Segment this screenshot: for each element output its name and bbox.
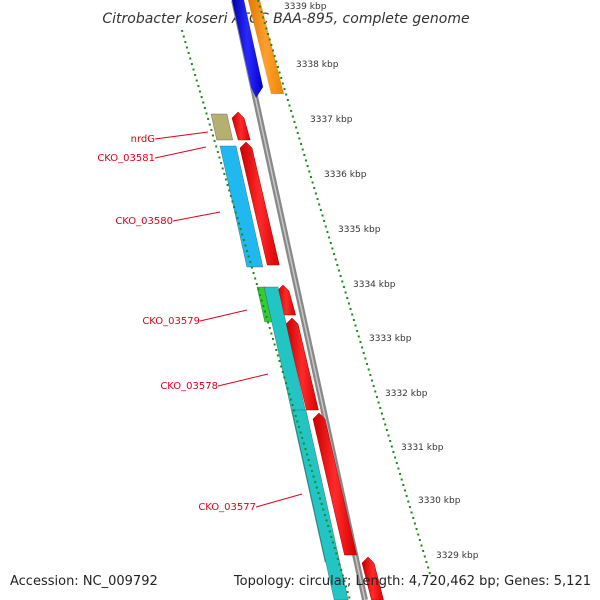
gene-layer: nrdG CKO_03581 CKO_03580 CKO_03579 CKO_03578…: [97, 113, 349, 600]
tick-label-3329: 3329 kbp: [436, 551, 479, 561]
tick-label-3337: 3337 kbp: [310, 115, 353, 125]
gene-label-CKO_03580: CKO_03580: [115, 216, 173, 227]
gene-label-CKO_03581: CKO_03581: [97, 153, 155, 164]
feature-blue: [232, 0, 263, 98]
gene-leader-line: [172, 211, 221, 222]
gene-CKO_03580: [219, 145, 264, 268]
tick-layer: 3339 kbp 3338 kbp 3337 kbp 3336 kbp 3335 kbp…: [181, 0, 479, 599]
cds-feature: [239, 141, 280, 266]
tick-label-3332: 3332 kbp: [385, 389, 428, 399]
map-title: Citrobacter koseri ATCC BAA-895, complet…: [102, 11, 469, 27]
tick-label-3338: 3338 kbp: [296, 60, 339, 70]
tick-label-3339: 3339 kbp: [284, 2, 327, 12]
title-layer: Citrobacter koseri ATCC BAA-895, complet…: [102, 11, 469, 27]
tick-label-3330: 3330 kbp: [418, 496, 461, 506]
tick-label-3333: 3333 kbp: [369, 334, 412, 344]
gene-leader-line: [154, 146, 207, 159]
gene-label-CKO_03577: CKO_03577: [198, 502, 256, 513]
cds-feature: [231, 111, 251, 141]
accession-text: Accession: NC_009792: [10, 574, 158, 589]
gene-leader-line: [255, 493, 303, 508]
cds-track: [231, 111, 384, 600]
gene-label-CKO_03578: CKO_03578: [160, 381, 218, 392]
gene-leader-line: [217, 373, 269, 387]
tick-label-3334: 3334 kbp: [353, 280, 396, 290]
cds-feature: [312, 412, 357, 556]
gene-label-CKO_03579: CKO_03579: [142, 316, 200, 327]
genome-summary-text: Topology: circular; Length: 4,720,462 bp…: [233, 574, 591, 589]
gene-leader-line: [199, 309, 248, 322]
gene-leader-line: [154, 131, 209, 140]
cds-feature: [361, 556, 384, 600]
gene-label-nrdG: nrdG: [131, 134, 155, 145]
gene-nrdG: [210, 113, 233, 141]
tick-label-3331: 3331 kbp: [401, 443, 444, 453]
cds-feature: [285, 317, 319, 411]
tick-label-3336: 3336 kbp: [324, 170, 367, 180]
gene-CKO_03577: [291, 409, 349, 600]
feature-orange: [248, 0, 284, 94]
upper-features: [232, 0, 284, 98]
tick-label-3335: 3335 kbp: [338, 225, 381, 235]
